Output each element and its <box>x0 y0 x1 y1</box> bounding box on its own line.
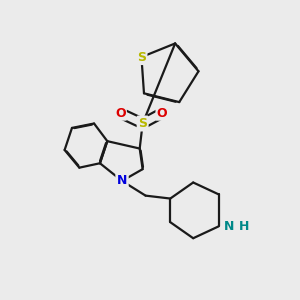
Text: S: S <box>138 117 147 130</box>
Text: O: O <box>115 107 126 120</box>
Text: N: N <box>224 220 234 233</box>
Text: O: O <box>157 107 167 120</box>
Text: H: H <box>238 220 249 233</box>
Text: S: S <box>137 51 146 64</box>
Text: N: N <box>117 174 127 188</box>
